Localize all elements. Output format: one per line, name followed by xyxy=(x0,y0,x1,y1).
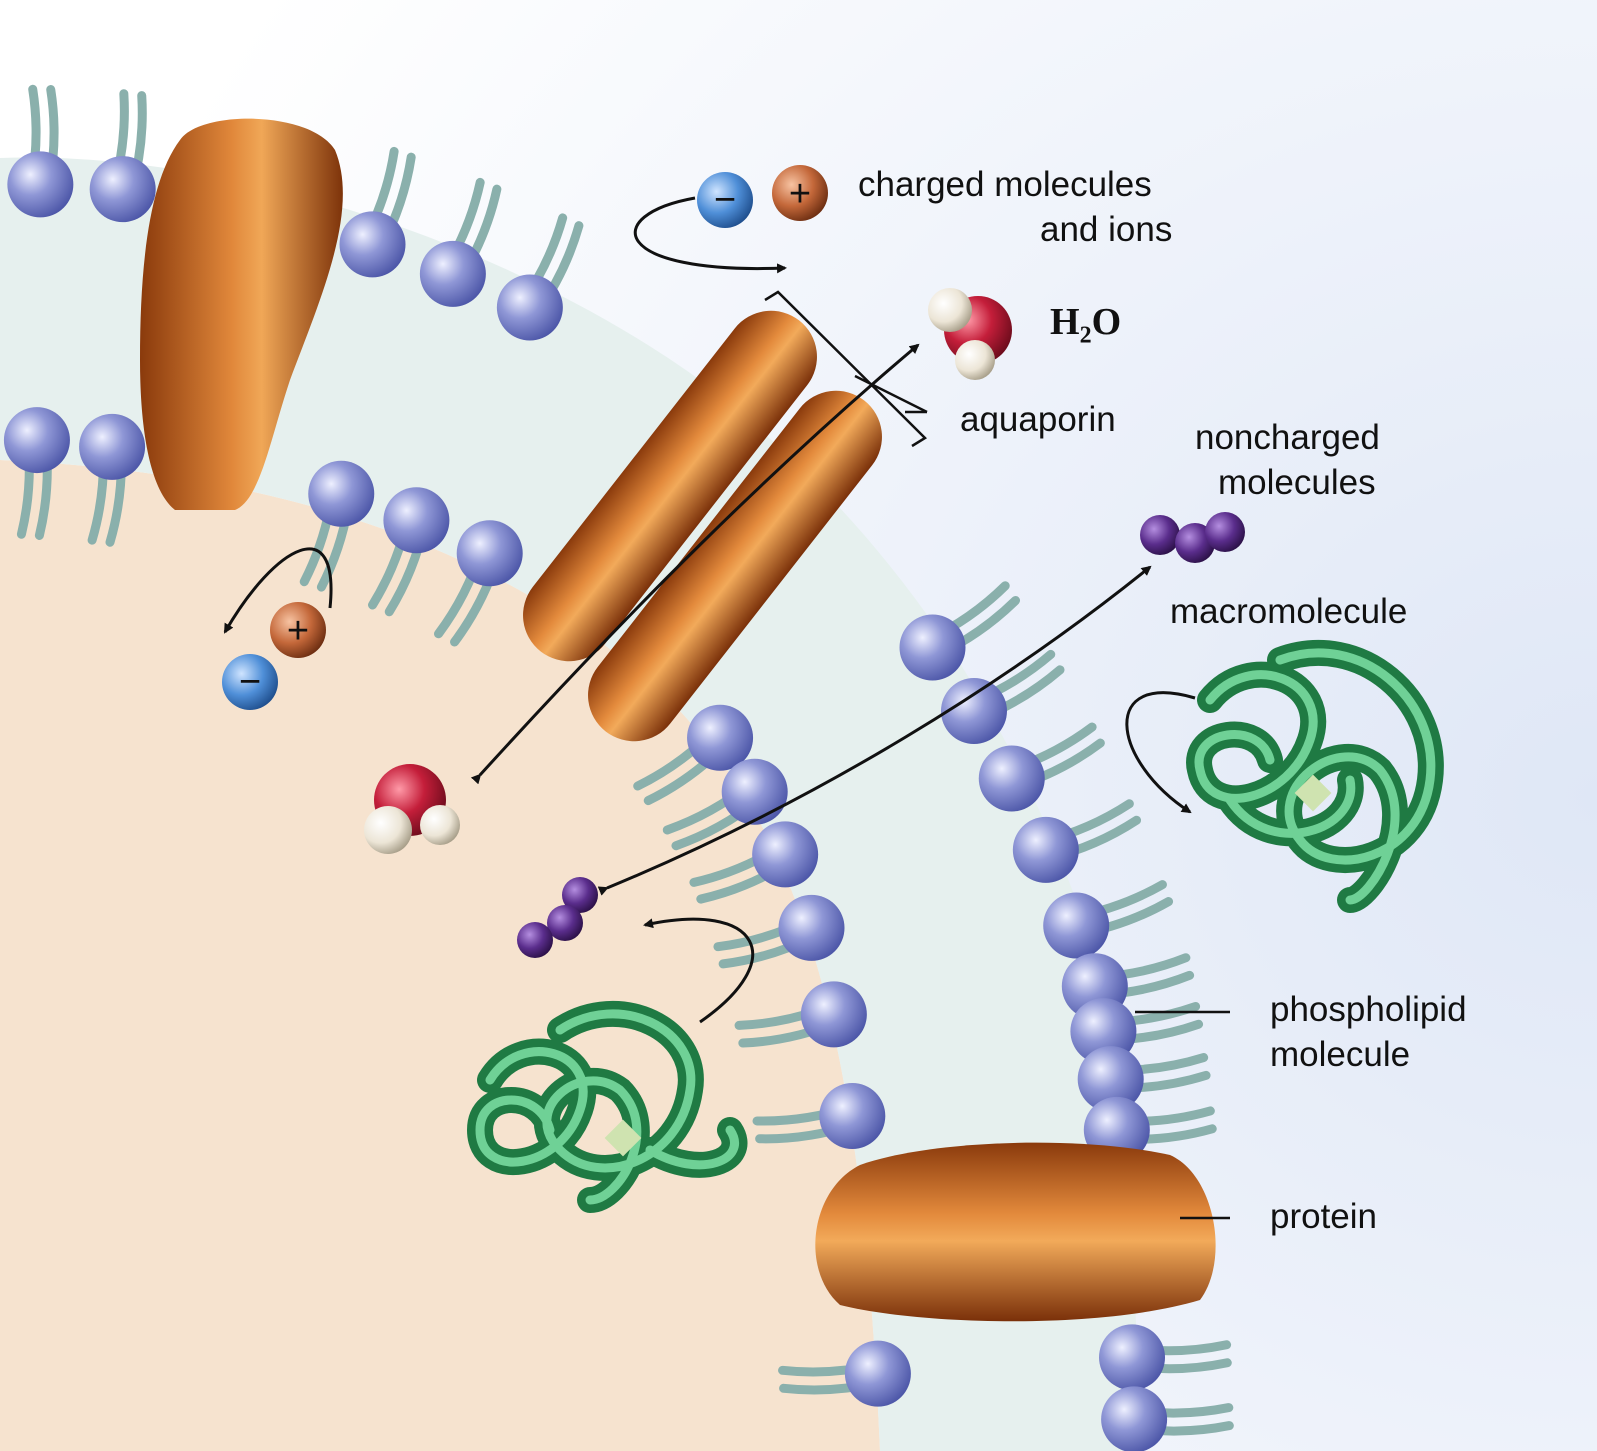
phospholipid-head xyxy=(800,981,867,1048)
phospholipid-head xyxy=(383,487,450,554)
phospholipid-head xyxy=(1099,1324,1166,1391)
protein-channel-top xyxy=(140,118,343,511)
phospholipid-head xyxy=(1012,816,1079,883)
water-molecule-inside xyxy=(364,764,460,854)
phospholipid-head xyxy=(3,407,70,474)
minus-sign: − xyxy=(714,179,736,221)
phospholipid-head xyxy=(339,211,406,278)
phospholipid-head xyxy=(1101,1386,1168,1451)
water-through-aquaporin-arrow xyxy=(470,343,920,785)
plus-sign: + xyxy=(287,610,309,652)
phospholipid-head xyxy=(1077,1046,1144,1113)
negative-ion-outside: − xyxy=(697,172,753,228)
phospholipid-head xyxy=(752,821,819,888)
ion-repelled-arrow-inside xyxy=(223,547,333,634)
h2o-subscript: 2 xyxy=(1079,322,1092,349)
negative-ion-inside: − xyxy=(222,654,278,710)
phospholipid-head xyxy=(496,274,563,341)
label-aquaporin: aquaporin xyxy=(960,400,1116,439)
label-charged-line1: charged molecules xyxy=(858,165,1152,204)
phospholipid-head xyxy=(687,704,754,771)
noncharged-molecule-outside xyxy=(1140,512,1245,563)
label-noncharged-line2: molecules xyxy=(1218,463,1376,502)
label-h2o: H2O xyxy=(1050,300,1121,350)
phospholipid-head xyxy=(819,1082,886,1149)
transport-arrows xyxy=(223,196,1196,1024)
label-protein: protein xyxy=(1270,1197,1378,1236)
phospholipid-head xyxy=(978,745,1045,812)
plus-sign: + xyxy=(789,173,811,215)
phospholipid-head xyxy=(89,156,156,223)
label-phospholipid-line2: molecule xyxy=(1270,1035,1411,1074)
macromolecule-repelled-arrow-outside xyxy=(1125,691,1196,814)
phospholipid-head xyxy=(456,520,523,587)
macromolecule-inside xyxy=(466,1000,748,1213)
label-phospholipid-line1: phospholipid xyxy=(1270,990,1467,1029)
phospholipid-head xyxy=(940,678,1007,745)
phospholipid-head xyxy=(721,758,788,825)
positive-ion-inside: + xyxy=(270,602,326,658)
phospholipid-head xyxy=(7,151,74,218)
positive-ion-outside: + xyxy=(772,165,828,221)
noncharged-diffusion-arrow xyxy=(597,565,1152,896)
h2o-h: H xyxy=(1050,301,1080,343)
phospholipid-head xyxy=(778,894,845,961)
phospholipid-head xyxy=(899,614,966,681)
label-noncharged-line1: noncharged xyxy=(1195,418,1380,457)
ion-repelled-arrow-outside xyxy=(633,196,787,274)
phospholipid-head xyxy=(308,460,375,527)
phospholipid-head xyxy=(419,240,486,307)
phospholipid-head xyxy=(1043,892,1110,959)
phospholipid-head xyxy=(79,413,146,480)
macromolecule-repelled-arrow-inside xyxy=(643,917,755,1024)
phospholipid-head xyxy=(844,1340,911,1407)
label-charged-line2: and ions xyxy=(1040,210,1173,249)
noncharged-molecule-inside xyxy=(517,877,598,958)
minus-sign: − xyxy=(239,661,261,703)
label-macromolecule: macromolecule xyxy=(1170,592,1408,631)
water-molecule-outside xyxy=(928,288,1012,380)
protein-channel-bottom xyxy=(815,1142,1216,1322)
macromolecule-outside xyxy=(1186,639,1444,913)
h2o-o: O xyxy=(1091,301,1122,343)
